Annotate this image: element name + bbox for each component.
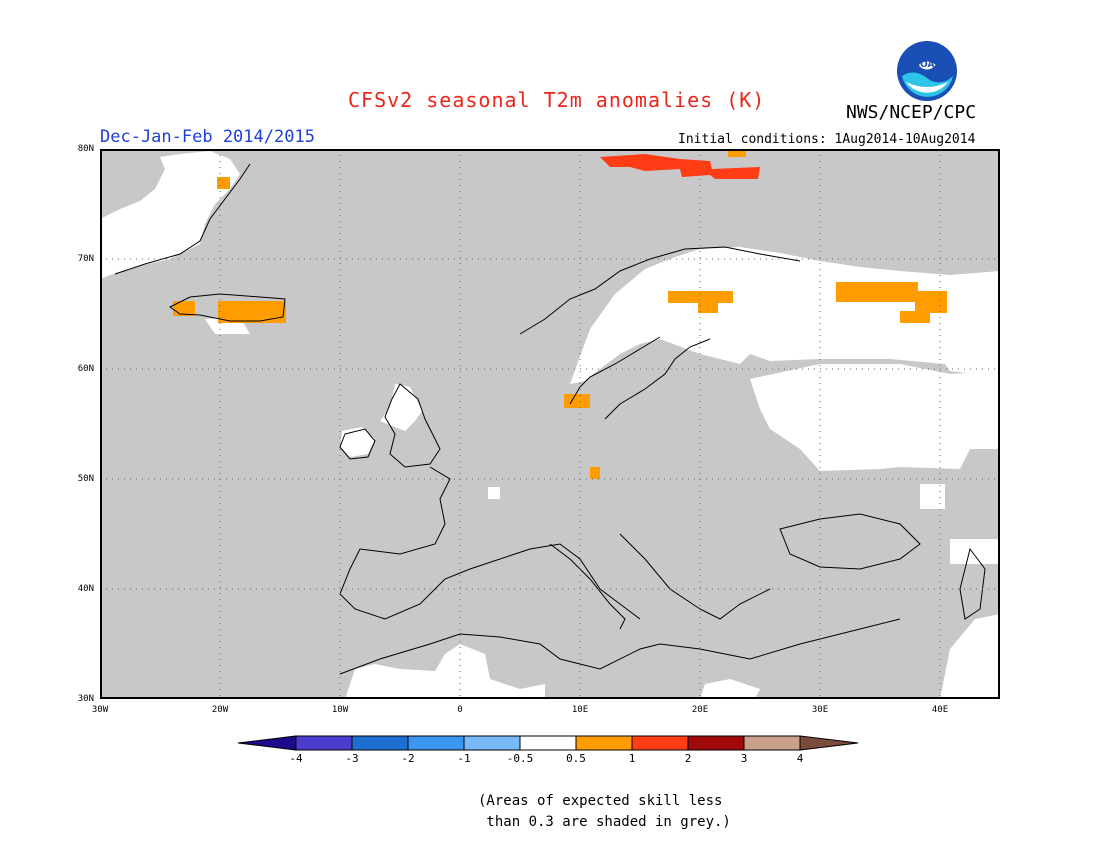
colorbar-tick-label: 2 xyxy=(684,752,692,765)
colorbar-tick-label: 3 xyxy=(740,752,748,765)
lon-label: 30W xyxy=(91,705,109,715)
season-label: Dec-Jan-Feb 2014/2015 xyxy=(100,127,315,147)
colorbar-segment xyxy=(799,735,859,751)
colorbar-tick-label: -4 xyxy=(289,752,303,765)
colorbar-segment xyxy=(687,735,745,751)
near-normal-areas xyxy=(100,151,1000,699)
logo-text: NOAA xyxy=(913,60,942,70)
map-title: CFSv2 seasonal T2m anomalies (K) xyxy=(348,88,766,112)
gridlines xyxy=(100,149,1000,699)
colorbar-tick-label: -2 xyxy=(401,752,415,765)
colorbar-tick-label: -0.5 xyxy=(506,752,534,765)
colorbar-tick-label: 1 xyxy=(628,752,636,765)
lat-label: 40N xyxy=(77,584,94,594)
colorbar-segment xyxy=(575,735,633,751)
lon-label: 20E xyxy=(691,705,709,715)
colorbar-segment xyxy=(238,735,297,751)
colorbar-segment xyxy=(351,735,409,751)
lat-label: 80N xyxy=(77,144,94,154)
colorbar-tick-label: -3 xyxy=(345,752,359,765)
lon-label: 20W xyxy=(211,705,229,715)
anomaly-map xyxy=(100,149,1000,699)
noaa-logo: NOAA xyxy=(897,41,957,101)
colorbar-segment xyxy=(631,735,689,751)
colorbar-segment xyxy=(743,735,801,751)
lat-label: 50N xyxy=(77,474,94,484)
map-frame xyxy=(100,149,1000,699)
colorbar-tick-label: -1 xyxy=(457,752,471,765)
lon-label: 10E xyxy=(571,705,589,715)
agency-label: NWS/NCEP/CPC xyxy=(846,102,977,123)
lon-label: 30E xyxy=(811,705,829,715)
lon-label: 40E xyxy=(931,705,949,715)
lat-label: 30N xyxy=(77,694,94,704)
warm-anomaly-areas xyxy=(173,149,947,479)
colorbar-segment xyxy=(463,735,521,751)
colorbar-tick-label: 0.5 xyxy=(566,752,586,765)
strong-warm-anomaly-areas xyxy=(600,154,760,179)
colorbar-segment xyxy=(295,735,353,751)
colorbar xyxy=(238,735,859,751)
lat-label: 70N xyxy=(77,254,94,264)
skill-note: (Areas of expected skill less than 0.3 a… xyxy=(478,793,731,830)
lon-label: 10W xyxy=(331,705,349,715)
initial-conditions-label: Initial conditions: 1Aug2014-10Aug2014 xyxy=(678,132,976,147)
lon-label: 0 xyxy=(457,705,463,715)
colorbar-segment xyxy=(519,735,577,751)
coastlines xyxy=(114,163,986,675)
lat-label: 60N xyxy=(77,364,94,374)
colorbar-segment xyxy=(407,735,465,751)
colorbar-tick-label: 4 xyxy=(796,752,804,765)
